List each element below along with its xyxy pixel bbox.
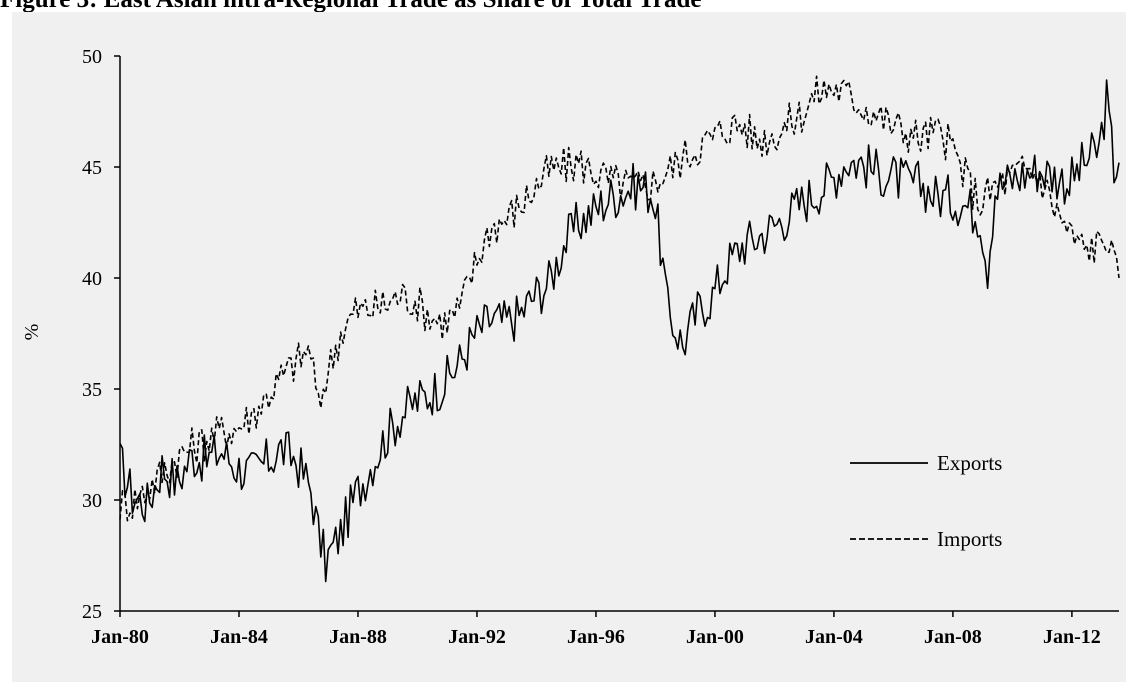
- x-tick-label: Jan-00: [686, 626, 744, 648]
- x-tick-label: Jan-92: [448, 626, 506, 648]
- x-tick-label: Jan-84: [210, 626, 268, 648]
- y-tick-label: 40: [82, 268, 102, 290]
- series-line-imports: [119, 75, 1120, 522]
- y-axis-label: %: [21, 324, 43, 341]
- y-tick-label: 45: [82, 157, 102, 179]
- legend-label-exports: Exports: [937, 451, 1002, 475]
- y-tick-label: 50: [82, 46, 102, 68]
- series-line-exports: [119, 79, 1120, 583]
- x-tick-label: Jan-80: [91, 626, 149, 648]
- x-axis: Jan-80 Jan-84 Jan-88 Jan-92 Jan-96 Jan-00 Jan-…: [91, 610, 1119, 648]
- y-tick-label: 35: [82, 379, 102, 401]
- x-tick-label: Jan-96: [567, 626, 625, 648]
- x-tick-label: Jan-12: [1043, 626, 1101, 648]
- series-layer: [119, 75, 1120, 583]
- legend-label-imports: Imports: [937, 527, 1002, 551]
- y-tick-label: 25: [82, 601, 102, 623]
- x-tick-label: Jan-88: [329, 626, 387, 648]
- y-tick-label: 30: [82, 490, 102, 512]
- chart-area-background: [12, 12, 1126, 682]
- x-tick-label: Jan-04: [805, 626, 863, 648]
- x-tick-label: Jan-08: [924, 626, 982, 648]
- figure-title: Figure 3: East Asian intra-Regional Trad…: [0, 0, 701, 14]
- legend: Exports Imports: [850, 451, 1002, 551]
